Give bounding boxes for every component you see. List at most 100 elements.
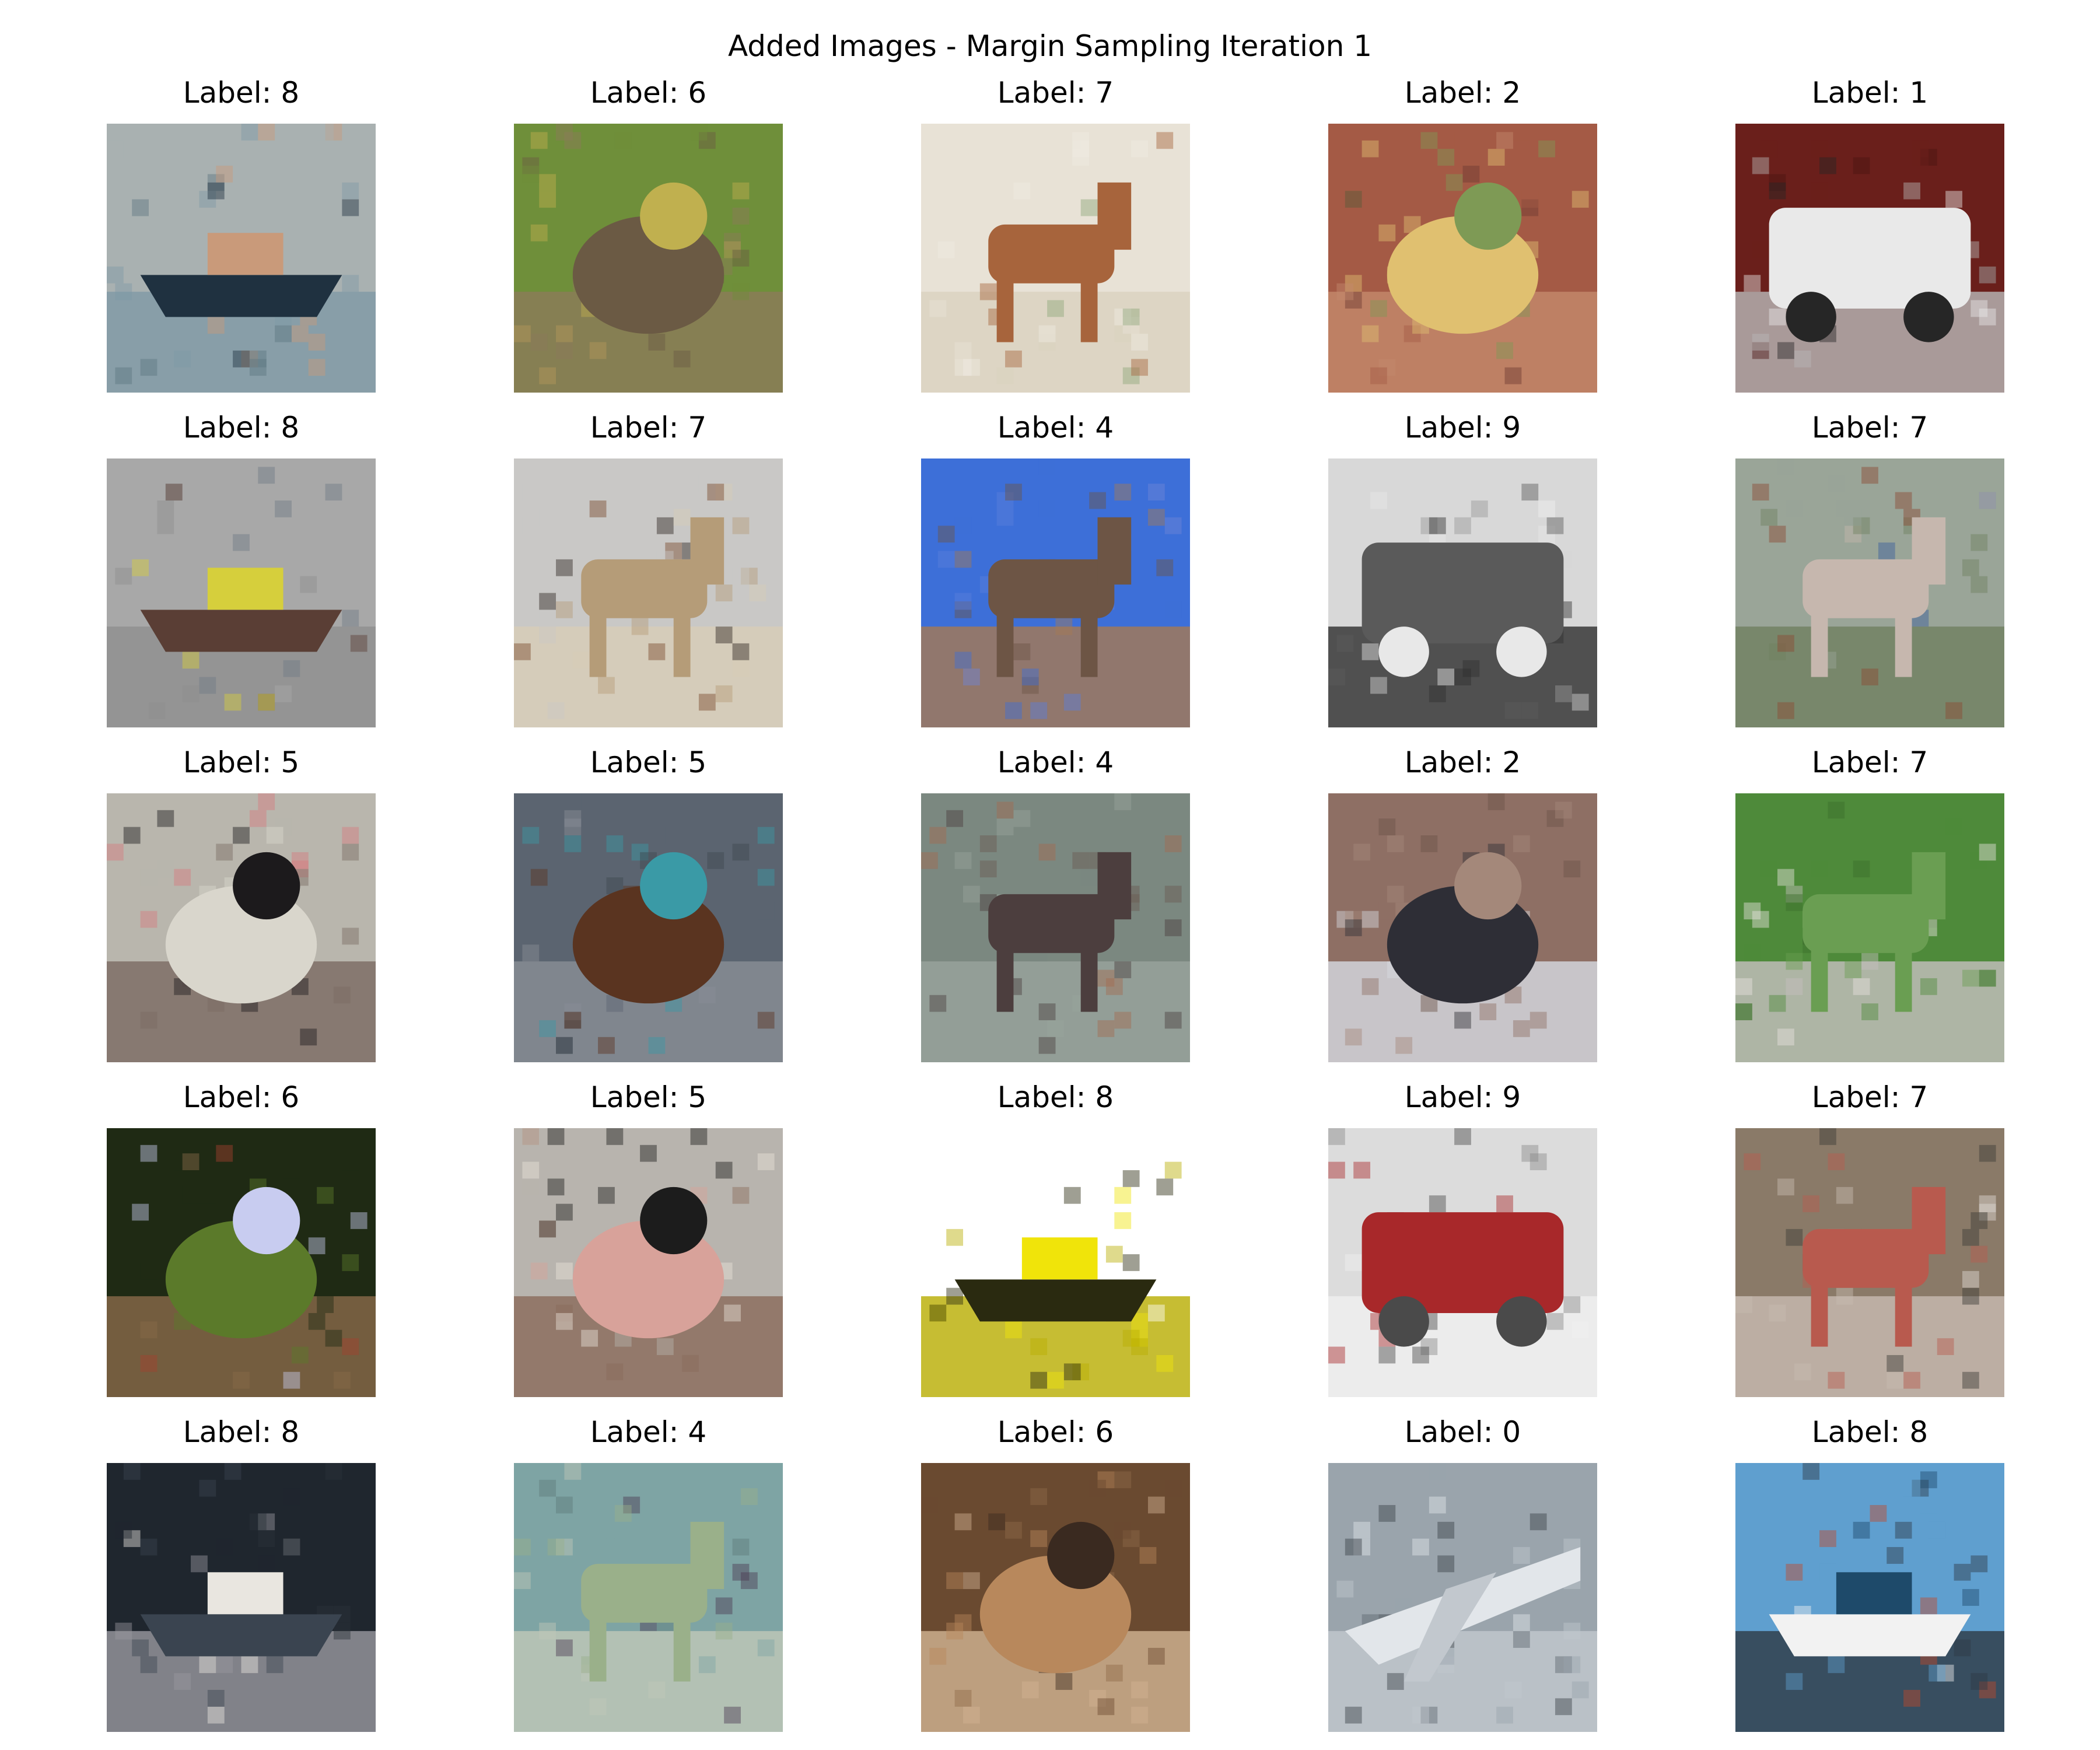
thumbnail-pixel (724, 1304, 741, 1322)
thumbnail-pixel (539, 1220, 556, 1238)
thumbnail-pixel (937, 241, 955, 258)
thumbnail-pixel (350, 1212, 368, 1229)
thumbnail-pixel (1437, 132, 1455, 149)
thumbnail-pixel (233, 534, 250, 551)
thumbnail-pixel (1114, 1245, 1132, 1263)
image-thumbnail (514, 1463, 783, 1732)
thumbnail-pixel (656, 517, 674, 534)
thumbnail-pixel (648, 334, 666, 351)
image-thumbnail (921, 124, 1190, 393)
image-thumbnail (107, 793, 376, 1062)
thumbnail-pixel (1811, 860, 1828, 878)
thumbnail-pixel (1462, 166, 1480, 183)
thumbnail-pixel (333, 1371, 351, 1389)
thumbnail-pixel (1412, 1346, 1429, 1364)
thumbnail-pixel (1530, 1012, 1547, 1029)
thumbnail-pixel (140, 1321, 158, 1339)
thumbnail-pixel (115, 1622, 132, 1640)
thumbnail-pixel (1156, 1178, 1174, 1196)
thumbnail-pixel (954, 1614, 972, 1632)
thumbnail-pixel (1752, 334, 1769, 351)
thumbnail-pixel (1845, 509, 1862, 526)
thumbnail-pixel (1378, 359, 1396, 376)
thumbnail-pixel (283, 1178, 300, 1196)
thumbnail-pixel (1387, 886, 1404, 903)
thumbnail-pixel (1937, 1664, 1954, 1682)
thumbnail-pixel (342, 928, 359, 945)
thumbnail-pixel (1853, 517, 1870, 534)
thumbnail-pixel (1504, 702, 1522, 719)
thumbnail-pixel (1063, 1363, 1081, 1381)
thumbnail-pixel (1097, 1212, 1115, 1229)
thumbnail-pixel (1345, 275, 1362, 292)
thumbnail-pixel (1454, 517, 1471, 534)
thumbnail-pixel (1538, 526, 1555, 543)
thumbnail-pixel (182, 1153, 200, 1171)
thumbnail-pixel (1903, 1371, 1920, 1389)
thumbnail-pixel (258, 694, 275, 711)
thumbnail-pixel (715, 626, 733, 643)
thumbnail-pixel (207, 317, 225, 334)
thumbnail-pixel (1979, 492, 1996, 509)
thumbnail-pixel (530, 224, 548, 242)
thumbnail-pixel (954, 1689, 972, 1707)
thumbnail-pixel (1047, 1020, 1064, 1037)
thumbnail-pixel (1769, 182, 1786, 200)
subject-head (233, 852, 300, 920)
thumbnail-pixel (1362, 140, 1379, 158)
thumbnail-ground (514, 626, 783, 727)
thumbnail-pixel (342, 827, 359, 844)
thumbnail-pixel (1836, 1287, 1853, 1305)
image-label: Label: 0 (1404, 1415, 1521, 1449)
thumbnail-pixel (233, 827, 250, 844)
thumbnail-pixel (1147, 1304, 1165, 1322)
thumbnail-pixel (1777, 1028, 1794, 1046)
thumbnail-pixel (556, 1262, 573, 1280)
thumbnail-pixel (1089, 492, 1106, 509)
thumbnail-pixel (174, 1673, 191, 1690)
image-thumbnail (514, 793, 783, 1062)
thumbnail-pixel (1555, 1656, 1572, 1674)
thumbnail-pixel (623, 1496, 640, 1514)
thumbnail-pixel (1563, 860, 1581, 878)
thumbnail-pixel (589, 501, 607, 517)
thumbnail-pixel (1047, 1371, 1064, 1389)
thumbnail-pixel (1429, 685, 1446, 702)
thumbnail-pixel (1744, 275, 1761, 292)
thumbnail-pixel (1097, 1471, 1115, 1489)
thumbnail-pixel (1853, 1521, 1870, 1539)
thumbnail-pixel (539, 174, 556, 191)
thumbnail-pixel (1131, 1706, 1148, 1724)
thumbnail-pixel (1038, 459, 1056, 475)
thumbnail-pixel (556, 559, 573, 576)
thumbnail-pixel (1887, 1547, 1904, 1564)
thumbnail-pixel (140, 1012, 158, 1029)
thumbnail-pixel (1114, 325, 1132, 342)
thumbnail-pixel (1429, 1496, 1446, 1514)
thumbnail-pixel (191, 1555, 208, 1573)
thumbnail-pixel (1378, 224, 1396, 242)
thumbnail-pixel (715, 685, 733, 702)
thumbnail-pixel (342, 1338, 359, 1355)
thumbnail-pixel (1122, 317, 1140, 334)
thumbnail-pixel (1345, 1254, 1362, 1271)
thumbnail-pixel (698, 694, 716, 711)
subject-hull (140, 610, 342, 652)
thumbnail-pixel (556, 1496, 573, 1514)
thumbnail-pixel (258, 467, 275, 484)
thumbnail-pixel (564, 810, 582, 827)
thumbnail-pixel (1488, 793, 1505, 810)
thumbnail-pixel (1513, 1614, 1530, 1632)
thumbnail-pixel (954, 601, 972, 618)
thumbnail-pixel (979, 283, 997, 300)
thumbnail-pixel (1378, 902, 1396, 920)
thumbnail-pixel (1744, 902, 1761, 920)
thumbnail-pixel (1429, 1463, 1446, 1480)
thumbnail-pixel (1387, 835, 1404, 852)
subject-wheel (1378, 1296, 1429, 1347)
image-label: Label: 6 (590, 76, 707, 110)
thumbnail-pixel (1752, 911, 1769, 928)
subject-hull (954, 1279, 1157, 1322)
thumbnail-pixel (564, 1463, 582, 1480)
thumbnail-pixel (1038, 1003, 1056, 1020)
